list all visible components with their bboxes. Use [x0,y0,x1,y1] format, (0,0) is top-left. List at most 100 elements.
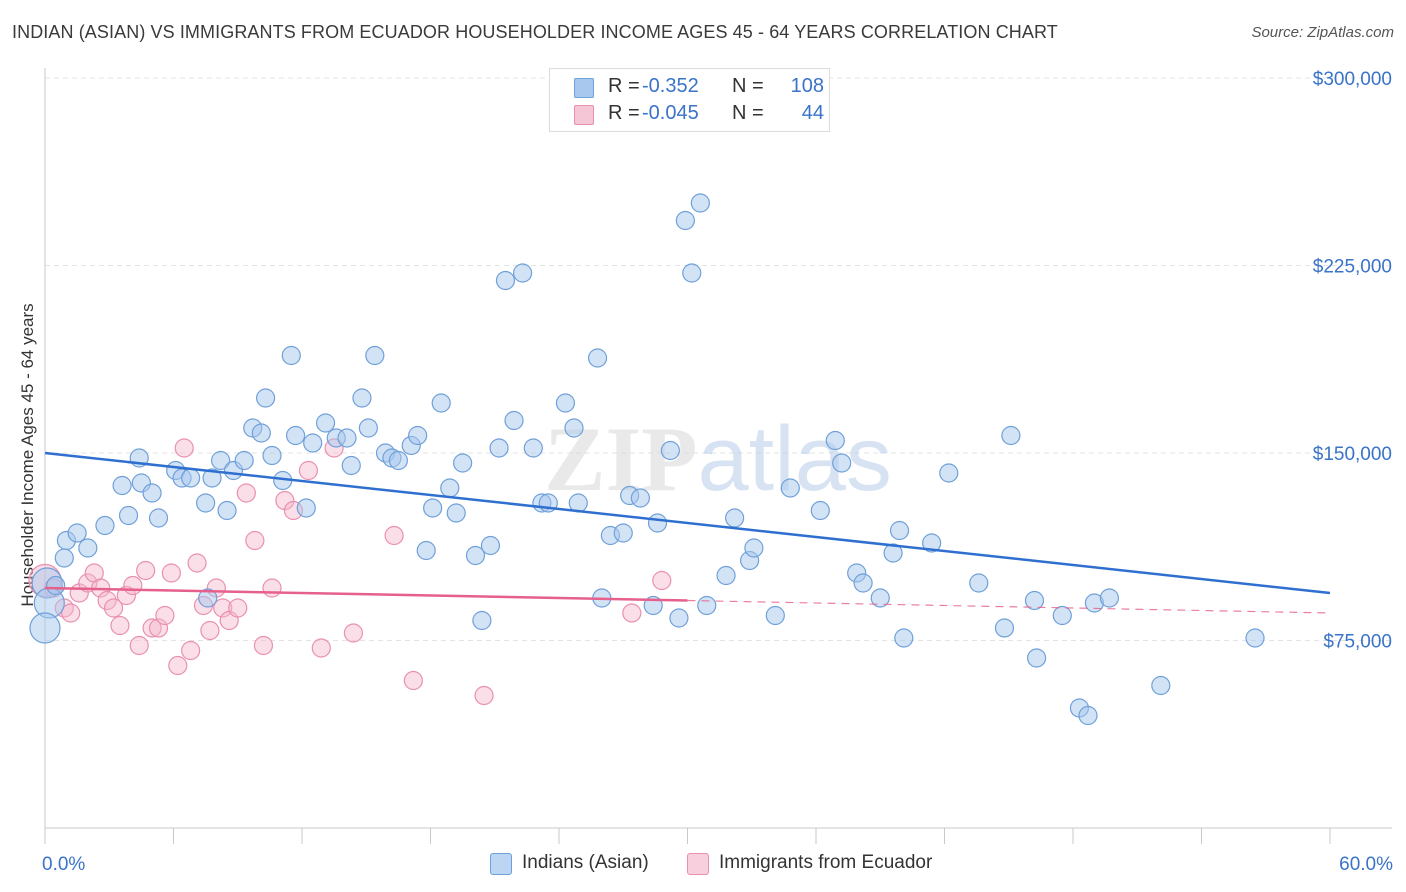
indians-point [660,440,680,461]
indians-point [523,438,543,458]
legend-swatch-blue [574,78,594,98]
series-indians-points [29,193,1265,726]
indians-point [365,345,385,366]
tick-labels: $75,000 $150,000 $225,000 $300,000 0.0% 60.0% [42,69,1393,875]
chart-title: INDIAN (ASIAN) VS IMMIGRANTS FROM ECUADO… [12,22,1058,42]
indians-point [352,388,372,408]
y-tick-label: $225,000 [1313,257,1392,278]
indians-point [690,193,710,213]
indians-point [780,478,800,498]
legend-n-value: 108 [790,75,824,97]
indians-point [870,588,890,608]
indians-point [825,430,845,451]
ecuador-point [213,598,233,618]
ecuador-point [155,605,175,626]
ecuador-point [236,483,256,503]
ecuador-point [187,553,207,573]
indians-point [285,425,306,446]
ecuador-point [116,585,136,606]
y-tick-label: $300,000 [1313,69,1392,90]
indians-point [883,543,903,563]
x-tick-label: 0.0% [42,854,85,875]
indians-point [894,628,914,648]
indians-point [303,433,323,453]
indians-point [202,468,222,488]
indians-point [142,483,162,503]
indians-point [495,270,516,291]
indians-point [358,418,378,438]
ecuador-point [253,635,274,656]
indians-point [630,488,650,508]
ecuador-point [168,655,188,676]
legend-r-label: R = [608,75,640,97]
ecuador-point [136,560,156,581]
indians-point [922,533,942,553]
indians-point [29,612,61,644]
indians-point [440,478,460,498]
indians-point [489,438,509,458]
indians-point [1052,605,1072,626]
ecuador-point [245,530,265,551]
indians-point [1151,675,1171,696]
ecuador-point [652,570,672,591]
indians-point [67,523,87,543]
indians-point [408,425,428,446]
ecuador-point [110,615,130,636]
indians-point [587,348,608,368]
gridlines [45,77,1392,641]
indians-point [939,463,959,483]
ecuador-point [123,575,143,596]
ecuador-point [343,623,363,643]
source-label: Source: ZipAtlas.com [1251,24,1394,41]
indians-point [337,428,357,448]
legend-n-label: N = [732,102,764,124]
ecuador-point [142,618,162,638]
indians-point [148,508,169,528]
indians-point [994,618,1015,638]
indians-point [647,513,668,533]
indians-point [716,565,736,586]
ecuador-trend-extension [687,599,1331,614]
indians-point [255,388,276,408]
indians-point [46,575,66,596]
ecuador-point [262,578,282,598]
indians-point [504,410,524,431]
indians-point [262,445,282,466]
indians-point [613,523,633,543]
indians-point [416,540,436,561]
indians-point [431,393,451,413]
indians-point [78,538,98,558]
indians-point [296,498,316,518]
legend-r-value: -0.352 [642,75,699,97]
y-tick-label: $150,000 [1313,444,1392,465]
indians-point [969,573,989,593]
indians-point [217,500,237,521]
indians-point [1099,588,1120,608]
legend-n-value: 44 [801,102,824,124]
indians-point [555,393,576,413]
ecuador-point [403,670,423,691]
ecuador-point [311,638,331,658]
legend-r-label: R = [608,102,640,124]
ecuador-point [148,618,169,638]
trend-lines [44,451,1331,614]
indians-point [341,455,361,476]
indians-point [118,505,139,526]
indians-point [465,545,486,566]
indians-point [196,493,216,513]
indians-point [512,263,533,283]
indians-point [423,498,443,518]
indians-point [472,610,492,631]
ecuador-point [200,620,220,641]
indians-point [1245,628,1265,648]
indians-point [281,345,301,366]
legend-r-value: -0.045 [642,102,699,124]
indians-point [810,500,830,521]
indians-point [95,515,115,536]
indians-point [198,588,218,608]
ecuador-point [474,685,494,706]
indians-point [853,573,873,593]
indians-point [446,503,466,523]
indians-point [675,210,695,231]
